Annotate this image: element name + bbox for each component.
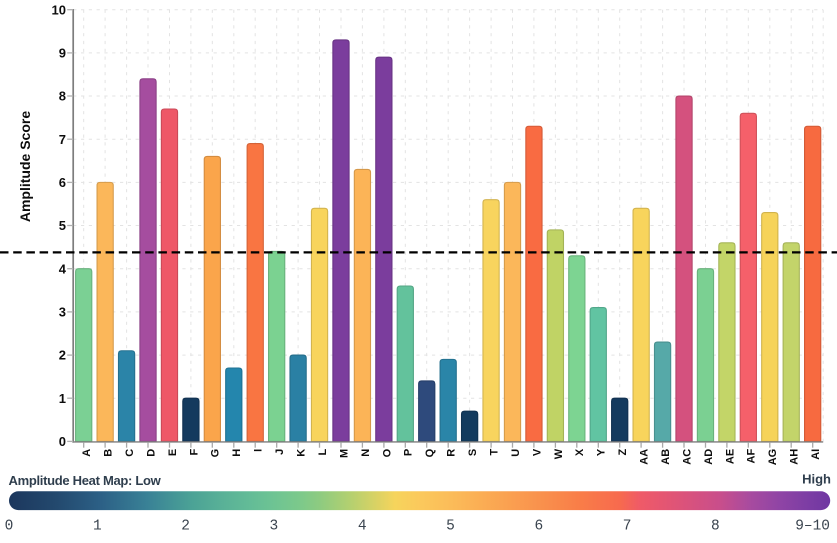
svg-text:9–10: 9–10 [795, 518, 830, 534]
svg-text:Amplitude Heat Map: Low: Amplitude Heat Map: Low [9, 473, 162, 488]
svg-text:AB: AB [660, 449, 672, 465]
svg-text:M: M [338, 449, 350, 458]
svg-text:O: O [381, 448, 393, 457]
svg-text:I: I [253, 449, 265, 452]
svg-text:4: 4 [59, 261, 67, 276]
svg-text:5: 5 [446, 518, 455, 534]
svg-text:Z: Z [617, 449, 629, 456]
svg-text:N: N [360, 449, 372, 457]
svg-text:L: L [317, 449, 329, 456]
svg-text:1: 1 [93, 518, 102, 534]
svg-text:T: T [489, 449, 501, 456]
svg-text:8: 8 [711, 518, 720, 534]
svg-text:AG: AG [767, 449, 779, 466]
svg-text:K: K [296, 449, 308, 457]
svg-text:6: 6 [534, 518, 543, 534]
svg-text:S: S [467, 449, 479, 456]
svg-text:P: P [403, 449, 415, 456]
svg-text:0: 0 [59, 434, 66, 449]
svg-text:AI: AI [810, 449, 822, 460]
svg-text:A: A [81, 449, 93, 457]
svg-text:F: F [188, 449, 200, 456]
svg-text:AH: AH [789, 449, 801, 465]
svg-text:High: High [802, 472, 831, 487]
svg-text:R: R [446, 449, 458, 457]
svg-text:B: B [103, 449, 115, 457]
svg-text:8: 8 [59, 89, 66, 104]
svg-text:H: H [231, 449, 243, 457]
svg-text:W: W [553, 448, 565, 459]
svg-text:AA: AA [639, 449, 651, 465]
svg-text:G: G [210, 449, 222, 458]
svg-text:10: 10 [52, 2, 66, 17]
svg-text:Y: Y [596, 448, 608, 456]
svg-text:3: 3 [270, 518, 279, 534]
svg-text:2: 2 [59, 348, 66, 363]
svg-text:E: E [167, 449, 179, 456]
svg-text:U: U [510, 449, 522, 457]
svg-text:D: D [145, 449, 157, 457]
svg-text:V: V [531, 448, 543, 456]
svg-text:C: C [124, 449, 136, 457]
svg-text:7: 7 [59, 132, 66, 147]
svg-text:Amplitude Score: Amplitude Score [17, 111, 33, 222]
svg-text:AE: AE [724, 449, 736, 464]
svg-text:7: 7 [623, 518, 632, 534]
svg-text:0: 0 [5, 518, 14, 534]
svg-text:1: 1 [59, 391, 66, 406]
svg-text:4: 4 [358, 518, 367, 534]
svg-text:3: 3 [59, 305, 66, 320]
svg-text:2: 2 [181, 518, 190, 534]
svg-text:AC: AC [681, 449, 693, 465]
svg-text:X: X [574, 448, 586, 456]
svg-text:Q: Q [424, 448, 436, 457]
svg-text:AF: AF [746, 449, 758, 464]
svg-text:AD: AD [703, 449, 715, 465]
svg-text:9: 9 [59, 46, 66, 61]
svg-text:J: J [274, 449, 286, 455]
svg-text:5: 5 [59, 218, 66, 233]
svg-text:6: 6 [59, 175, 66, 190]
